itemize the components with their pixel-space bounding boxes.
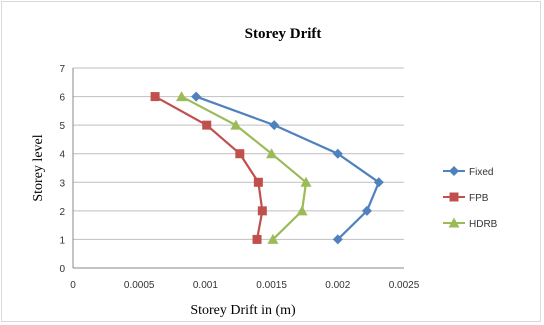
data-point xyxy=(266,148,278,159)
data-point xyxy=(373,177,384,188)
series-fixed xyxy=(191,91,384,245)
x-tick-label: 0.001 xyxy=(193,280,218,291)
axes xyxy=(72,68,404,269)
data-point xyxy=(150,92,160,102)
data-point xyxy=(361,205,372,216)
data-point xyxy=(269,120,280,131)
data-point xyxy=(191,91,202,102)
x-tick-label: 0.0025 xyxy=(389,280,420,291)
x-tick-labels: 0 0.0005 0.001 0.0015 0.002 0.0025 xyxy=(70,280,420,291)
x-tick-label: 0.002 xyxy=(325,280,350,291)
series-line xyxy=(195,95,381,241)
series-hdrb xyxy=(176,91,312,244)
legend-label: FPB xyxy=(469,193,489,204)
data-point xyxy=(332,234,343,245)
data-point xyxy=(300,176,312,187)
legend-entry-hdrb: HDRB xyxy=(443,217,498,230)
data-point xyxy=(235,149,245,159)
chart-title: Storey Drift xyxy=(245,26,322,42)
legend-label: HDRB xyxy=(469,219,498,230)
legend-label: Fixed xyxy=(469,167,493,178)
data-point xyxy=(296,205,308,216)
x-tick-label: 0 xyxy=(70,280,76,291)
y-tick-label: 6 xyxy=(59,93,65,104)
y-axis-label: Storey level xyxy=(31,134,46,201)
x-tick-label: 0.0015 xyxy=(256,280,287,291)
data-point xyxy=(202,120,212,130)
y-tick-label: 5 xyxy=(59,121,65,132)
legend-entry-fixed: Fixed xyxy=(443,166,493,178)
data-point xyxy=(230,119,242,130)
series-line xyxy=(181,95,308,241)
data-point xyxy=(267,233,279,244)
y-tick-label: 7 xyxy=(59,64,65,75)
y-tick-label: 1 xyxy=(59,235,65,246)
data-point xyxy=(332,148,343,159)
legend-marker xyxy=(449,166,459,176)
series-fpb xyxy=(150,92,267,244)
x-axis-label: Storey Drift in (m) xyxy=(190,303,296,318)
y-tick-label: 4 xyxy=(59,150,65,161)
x-tick-label: 0.0005 xyxy=(124,280,155,291)
y-tick-label: 2 xyxy=(59,207,65,218)
y-tick-label: 3 xyxy=(59,178,65,189)
data-point xyxy=(252,234,262,244)
legend-entry-fpb: FPB xyxy=(443,192,489,204)
series-line xyxy=(154,95,264,240)
legend-marker xyxy=(448,217,460,228)
data-point xyxy=(257,206,267,216)
legend-marker xyxy=(449,192,459,202)
series-group xyxy=(150,91,384,245)
y-tick-label: 0 xyxy=(59,264,65,275)
data-point xyxy=(176,91,188,102)
data-point xyxy=(253,177,263,187)
legend: Fixed FPB HDRB xyxy=(443,166,498,230)
y-tick-labels: 0 1 2 3 4 5 6 7 xyxy=(59,64,65,275)
